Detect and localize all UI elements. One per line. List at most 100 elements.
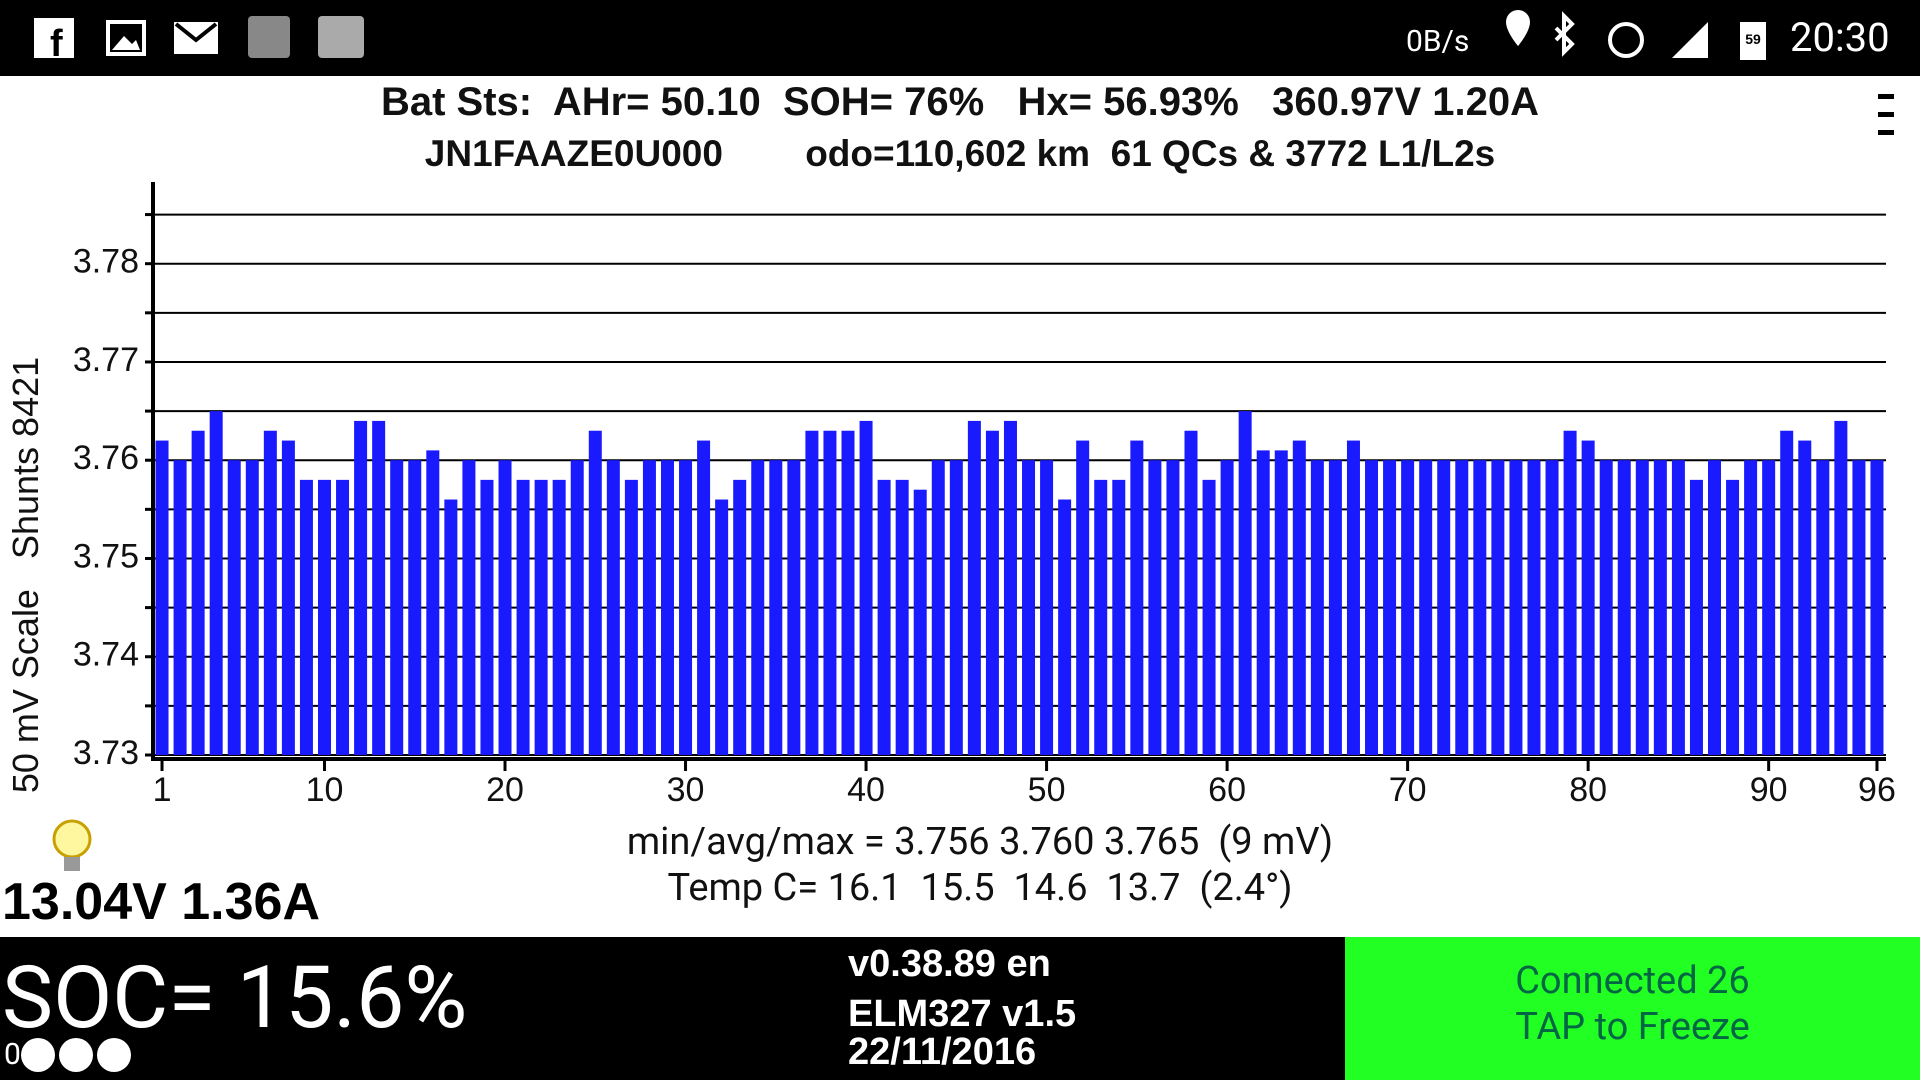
bar bbox=[1220, 460, 1234, 755]
status-bar: f 59 0B/s 20:30 bbox=[0, 0, 1920, 76]
bar bbox=[1671, 460, 1685, 755]
bar bbox=[1076, 440, 1090, 755]
bulb-icon[interactable] bbox=[46, 815, 106, 881]
location-icon bbox=[1506, 10, 1530, 46]
bar bbox=[1383, 460, 1397, 755]
net-speed: 0B/s bbox=[1406, 24, 1470, 59]
bar bbox=[715, 499, 729, 755]
bulb-base bbox=[64, 857, 80, 871]
soc: SOC= 15.6% bbox=[2, 947, 468, 1048]
bar bbox=[1852, 460, 1866, 755]
battery-status: Bat Sts: AHr= 50.10 SOH= 76% Hx= 56.93% … bbox=[380, 80, 1540, 124]
soc-dots bbox=[21, 1038, 158, 1072]
bar bbox=[1491, 460, 1505, 755]
bar bbox=[697, 440, 711, 755]
bar bbox=[895, 479, 909, 755]
battery-icon bbox=[1740, 22, 1766, 60]
bar bbox=[1437, 460, 1451, 755]
vehicle-info: JN1FAAZE0U000 odo=110,602 km 61 QCs & 37… bbox=[424, 133, 1496, 174]
bar bbox=[1401, 460, 1415, 755]
bar bbox=[263, 430, 277, 755]
dot bbox=[59, 1038, 93, 1072]
bar bbox=[877, 479, 891, 755]
bar bbox=[281, 440, 295, 755]
x-tick-label: 20 bbox=[486, 771, 524, 809]
bar bbox=[317, 479, 331, 755]
cell-voltage-chart: 50 mV Scale Shunts 8421 3.73 3.74 3.75 3.76… bbox=[5, 182, 1896, 809]
bar bbox=[1310, 460, 1324, 755]
bar bbox=[1689, 479, 1703, 755]
x-tick-label: 10 bbox=[306, 771, 344, 809]
menu-line bbox=[1878, 94, 1894, 99]
bluetooth-icon bbox=[1554, 11, 1575, 57]
bar bbox=[1328, 460, 1342, 755]
bar bbox=[859, 420, 873, 755]
bar bbox=[679, 460, 693, 755]
bar bbox=[1599, 460, 1613, 755]
menu-button[interactable] bbox=[1870, 88, 1910, 148]
gallery-glyph bbox=[112, 36, 140, 50]
bar bbox=[1834, 420, 1848, 755]
bar bbox=[769, 460, 783, 755]
facebook-glyph: f bbox=[50, 23, 63, 65]
bar bbox=[1022, 460, 1036, 755]
y-axis-label: 50 mV Scale Shunts 8421 bbox=[5, 357, 46, 793]
bar bbox=[1003, 420, 1017, 755]
date: 22/11/2016 bbox=[848, 1031, 1037, 1073]
bar bbox=[534, 479, 548, 755]
bar bbox=[1112, 479, 1126, 755]
dot bbox=[97, 1038, 131, 1072]
x-tick-label: 70 bbox=[1389, 771, 1427, 809]
bar bbox=[480, 479, 494, 755]
bar bbox=[606, 460, 620, 755]
bar bbox=[1473, 460, 1487, 755]
aux-battery: 13.04V 1.36A bbox=[2, 873, 321, 931]
bar bbox=[841, 430, 855, 755]
y-tick-label: 3.74 bbox=[73, 636, 139, 674]
bar bbox=[1780, 430, 1794, 755]
y-tick-label: 3.76 bbox=[73, 439, 139, 477]
y-tick-label: 3.73 bbox=[73, 734, 139, 772]
bar bbox=[1346, 440, 1360, 755]
bar bbox=[642, 460, 656, 755]
bar bbox=[299, 479, 313, 755]
y-tick-label: 3.78 bbox=[73, 243, 139, 281]
bar bbox=[949, 460, 963, 755]
x-tick-label: 30 bbox=[667, 771, 705, 809]
bar bbox=[660, 460, 674, 755]
menu-line bbox=[1878, 130, 1894, 135]
cell-stats: min/avg/max = 3.756 3.760 3.765 (9 mV) bbox=[626, 820, 1334, 864]
bar bbox=[462, 460, 476, 755]
bar bbox=[1563, 430, 1577, 755]
bar bbox=[823, 430, 837, 755]
bar bbox=[426, 450, 440, 755]
bar bbox=[1094, 479, 1108, 755]
bar bbox=[1130, 440, 1144, 755]
bar bbox=[336, 479, 350, 755]
freeze-hint[interactable]: TAP to Freeze bbox=[1515, 1005, 1750, 1049]
bar bbox=[1870, 460, 1884, 755]
bar bbox=[967, 420, 981, 755]
bar bbox=[1744, 460, 1758, 755]
bar bbox=[1581, 440, 1595, 755]
bar bbox=[390, 460, 404, 755]
bar bbox=[1726, 479, 1740, 755]
status-icons: f 59 bbox=[34, 10, 1766, 65]
bar bbox=[1166, 460, 1180, 755]
freeze-button[interactable]: Connected 26 TAP to Freeze bbox=[1345, 937, 1920, 1080]
x-tick-label: 1 bbox=[153, 771, 172, 809]
x-tick-label: 40 bbox=[847, 771, 885, 809]
ebay-icon bbox=[318, 16, 364, 58]
bar bbox=[1509, 460, 1523, 755]
x-tick-label: 96 bbox=[1858, 771, 1896, 809]
adapter: ELM327 v1.5 bbox=[848, 993, 1077, 1035]
bar bbox=[1148, 460, 1162, 755]
x-tick-label: 80 bbox=[1569, 771, 1607, 809]
bar bbox=[570, 460, 584, 755]
bar bbox=[444, 499, 458, 755]
bar bbox=[1653, 460, 1667, 755]
app-version: v0.38.89 en bbox=[848, 943, 1051, 985]
bar bbox=[155, 440, 169, 755]
bar bbox=[209, 411, 223, 755]
